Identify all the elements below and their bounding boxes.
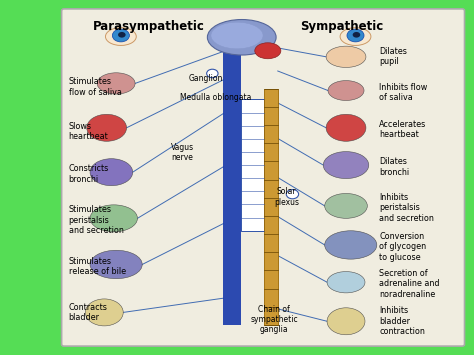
- Circle shape: [347, 29, 364, 42]
- Ellipse shape: [87, 114, 127, 141]
- Circle shape: [353, 32, 360, 38]
- Ellipse shape: [211, 22, 263, 49]
- Ellipse shape: [326, 114, 366, 141]
- Text: Inhibits
peristalsis
and secretion: Inhibits peristalsis and secretion: [379, 193, 434, 223]
- Text: Chain of
sympathetic
ganglia: Chain of sympathetic ganglia: [250, 305, 298, 334]
- Text: Conversion
of glycogen
to glucose: Conversion of glycogen to glucose: [379, 232, 426, 262]
- Text: Stimulates
peristalsis
and secretion: Stimulates peristalsis and secretion: [69, 205, 124, 235]
- Ellipse shape: [97, 73, 135, 94]
- Ellipse shape: [327, 308, 365, 335]
- Text: Inhibits
bladder
contraction: Inhibits bladder contraction: [379, 306, 425, 336]
- Circle shape: [112, 29, 129, 42]
- Text: Parasympathetic: Parasympathetic: [93, 20, 205, 33]
- Ellipse shape: [207, 20, 276, 55]
- Ellipse shape: [85, 299, 123, 326]
- Ellipse shape: [340, 28, 371, 45]
- Ellipse shape: [323, 152, 369, 179]
- Ellipse shape: [326, 46, 366, 67]
- Text: Stimulates
flow of saliva: Stimulates flow of saliva: [69, 77, 122, 97]
- Bar: [241, 99, 264, 231]
- Text: Slows
heartbeat: Slows heartbeat: [69, 122, 109, 141]
- Text: Accelerates
heartbeat: Accelerates heartbeat: [379, 120, 427, 139]
- Text: Inhibits flow
of saliva: Inhibits flow of saliva: [379, 83, 428, 102]
- Ellipse shape: [325, 193, 367, 218]
- Text: Constricts
bronchi: Constricts bronchi: [69, 164, 109, 184]
- Ellipse shape: [90, 205, 137, 232]
- Circle shape: [286, 190, 299, 199]
- Circle shape: [207, 69, 218, 78]
- Ellipse shape: [90, 250, 142, 279]
- Bar: [264, 89, 278, 325]
- Ellipse shape: [325, 231, 377, 259]
- Ellipse shape: [328, 81, 364, 100]
- Text: Stimulates
release of bile: Stimulates release of bile: [69, 257, 126, 276]
- Text: Ganglion: Ganglion: [189, 74, 223, 83]
- Text: Vagus
nerve: Vagus nerve: [171, 143, 194, 162]
- Text: Sympathetic: Sympathetic: [300, 20, 383, 33]
- Text: Secretion of
adrenaline and
noradrenaline: Secretion of adrenaline and noradrenalin…: [379, 269, 440, 299]
- Text: Dilates
pupil: Dilates pupil: [379, 47, 407, 66]
- FancyBboxPatch shape: [62, 9, 465, 346]
- Ellipse shape: [255, 43, 281, 59]
- Text: Dilates
bronchi: Dilates bronchi: [379, 157, 410, 176]
- Bar: [223, 28, 241, 325]
- Ellipse shape: [105, 28, 137, 45]
- Ellipse shape: [90, 159, 133, 186]
- Text: Contracts
bladder: Contracts bladder: [69, 303, 108, 322]
- Text: Solar
plexus: Solar plexus: [274, 187, 299, 207]
- Ellipse shape: [327, 272, 365, 293]
- Text: Medulla oblongata: Medulla oblongata: [180, 93, 251, 102]
- Circle shape: [118, 32, 126, 38]
